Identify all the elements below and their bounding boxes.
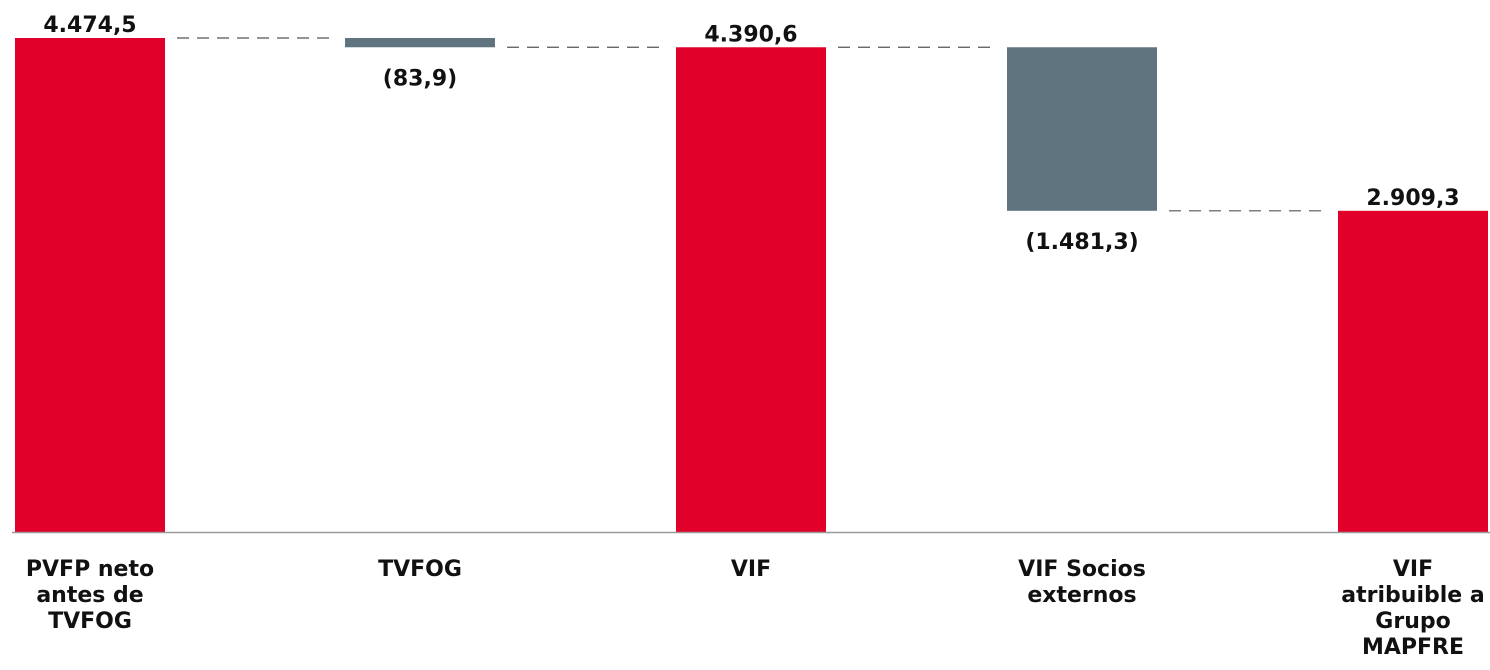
value-label-5: 2.909,3	[1366, 186, 1459, 211]
value-label-1: 4.474,5	[43, 13, 136, 38]
category-label-line: TVFOG	[378, 557, 462, 582]
category-label-4: VIF Socios externos	[1018, 557, 1146, 608]
category-label-2: TVFOG	[378, 557, 462, 582]
connector-lines	[177, 37, 1326, 212]
category-label-1: PVFP neto antes de TVFOG	[26, 557, 154, 634]
bar-1	[15, 38, 165, 532]
bar-3	[676, 47, 826, 532]
value-label-4: (1.481,3)	[1025, 230, 1138, 255]
category-label-5: VIF atribuible a Grupo MAPFRE	[1341, 557, 1484, 660]
value-label-3: 4.390,6	[704, 22, 797, 47]
category-label-line: PVFP neto	[26, 557, 154, 582]
category-label-line: TVFOG	[48, 609, 132, 634]
bar-4	[1007, 47, 1157, 211]
bar-5	[1338, 210, 1488, 532]
bars-group	[15, 38, 1488, 532]
category-label-3: VIF	[731, 557, 771, 582]
category-label-line: MAPFRE	[1362, 635, 1464, 660]
category-label-line: antes de	[36, 583, 143, 608]
bar-2	[345, 38, 495, 48]
category-label-line: VIF	[731, 557, 771, 582]
category-label-line: Grupo	[1375, 609, 1450, 634]
category-label-line: VIF	[1393, 557, 1433, 582]
value-label-2: (83,9)	[383, 66, 457, 91]
category-label-line: VIF Socios	[1018, 557, 1146, 582]
value-labels-group: 4.474,5 (83,9) 4.390,6 (1.481,3) 2.909,3	[43, 13, 1459, 255]
category-label-line: externos	[1027, 583, 1136, 608]
category-label-line: atribuible a	[1341, 583, 1484, 608]
